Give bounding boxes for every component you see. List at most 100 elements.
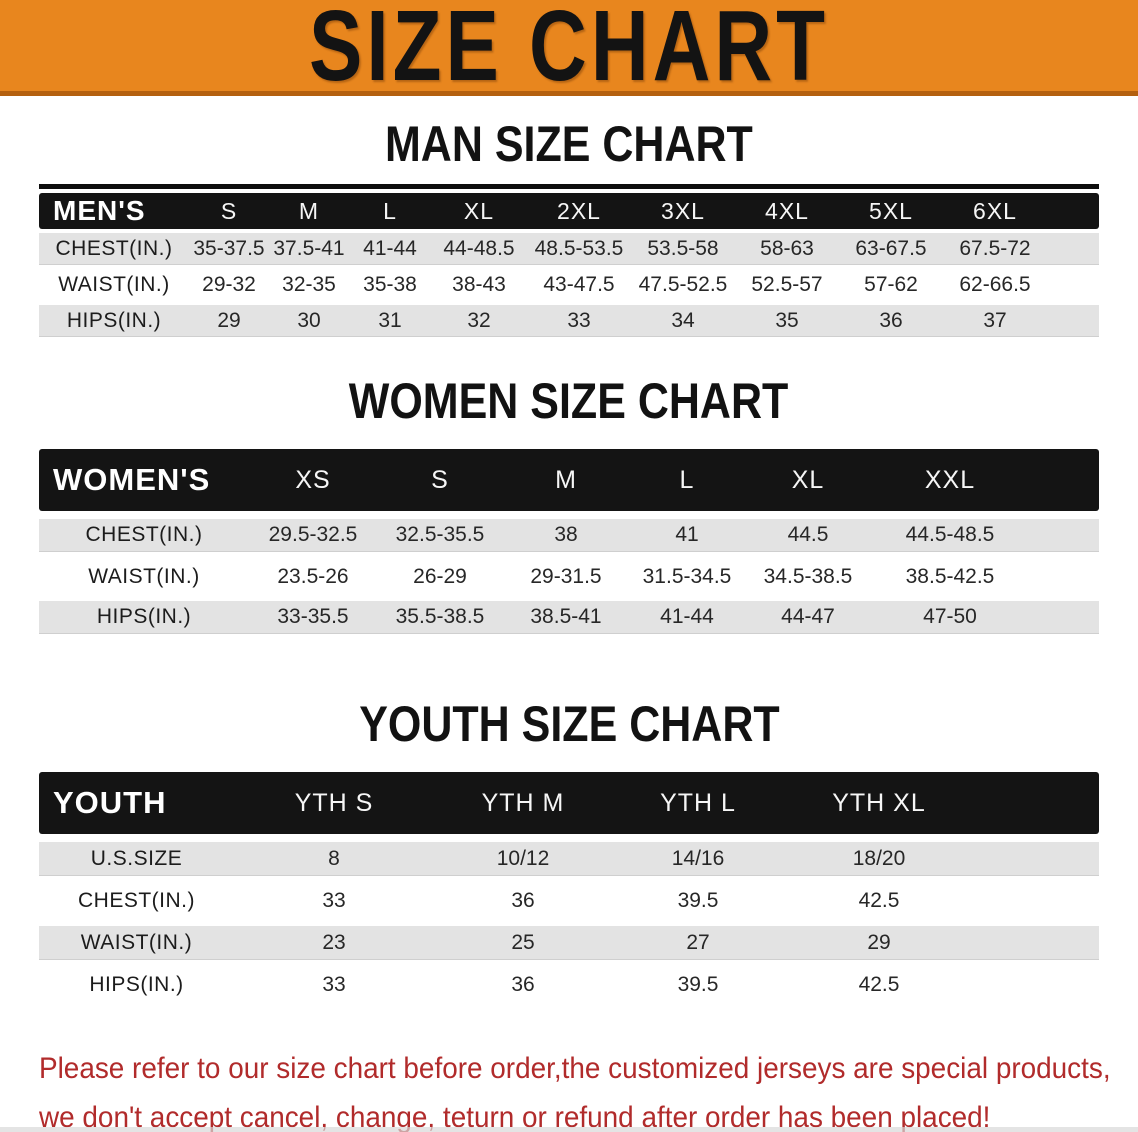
size-value-cell: 44-47 — [745, 601, 871, 634]
women-table-title: WOMEN'S — [39, 449, 249, 511]
spacer-cell — [974, 772, 1099, 834]
size-value-cell: 63-67.5 — [839, 233, 943, 265]
youth-header-row: YOUTH YTH S YTH M YTH L YTH XL — [39, 772, 1099, 834]
row-label: HIPS(IN.) — [39, 305, 189, 337]
youth-section-heading-text: YOUTH SIZE CHART — [358, 696, 780, 752]
spacer-cell — [1029, 601, 1099, 634]
size-header-cell: 4XL — [735, 193, 839, 229]
table-row: WAIST(IN.) 23.5-26 26-29 29-31.5 31.5-34… — [39, 560, 1099, 593]
men-table-wrap: MEN'S S M L XL 2XL 3XL 4XL 5XL 6XL CHEST… — [39, 184, 1099, 341]
size-value-cell: 38-43 — [431, 269, 527, 301]
youth-table-wrap: YOUTH YTH S YTH M YTH L YTH XL U.S.SIZE … — [39, 764, 1099, 1010]
spacer-cell — [974, 884, 1099, 918]
spacer-cell — [1029, 560, 1099, 593]
size-header-cell: S — [377, 449, 503, 511]
size-value-cell: 42.5 — [784, 884, 974, 918]
spacer-cell — [974, 968, 1099, 1002]
size-value-cell: 33 — [234, 884, 434, 918]
size-value-cell: 32-35 — [269, 269, 349, 301]
row-label: CHEST(IN.) — [39, 884, 234, 918]
men-table-top-rule — [39, 184, 1099, 189]
size-value-cell: 44.5 — [745, 519, 871, 552]
men-table-title: MEN'S — [39, 193, 189, 229]
row-label: CHEST(IN.) — [39, 233, 189, 265]
size-value-cell: 52.5-57 — [735, 269, 839, 301]
women-section-heading: WOMEN SIZE CHART — [0, 375, 1138, 427]
youth-section-heading: YOUTH SIZE CHART — [0, 698, 1138, 750]
size-value-cell: 33-35.5 — [249, 601, 377, 634]
size-value-cell: 23.5-26 — [249, 560, 377, 593]
table-row: CHEST(IN.) 29.5-32.5 32.5-35.5 38 41 44.… — [39, 519, 1099, 552]
size-header-cell: YTH M — [434, 772, 612, 834]
size-value-cell: 31 — [349, 305, 431, 337]
men-section-heading: MAN SIZE CHART — [0, 118, 1138, 170]
row-label: CHEST(IN.) — [39, 519, 249, 552]
men-header-row: MEN'S S M L XL 2XL 3XL 4XL 5XL 6XL — [39, 193, 1099, 229]
women-header-row: WOMEN'S XS S M L XL XXL — [39, 449, 1099, 511]
table-row: CHEST(IN.) 33 36 39.5 42.5 — [39, 884, 1099, 918]
spacer-cell — [974, 926, 1099, 960]
size-value-cell: 62-66.5 — [943, 269, 1047, 301]
size-header-cell: XL — [431, 193, 527, 229]
women-section-heading-text: WOMEN SIZE CHART — [349, 373, 789, 429]
size-value-cell: 30 — [269, 305, 349, 337]
table-row: HIPS(IN.) 29 30 31 32 33 34 35 36 37 — [39, 305, 1099, 337]
women-size-table: WOMEN'S XS S M L XL XXL CHEST(IN.) 29.5-… — [39, 441, 1099, 642]
spacer-cell — [1047, 233, 1099, 265]
size-value-cell: 25 — [434, 926, 612, 960]
size-value-cell: 35.5-38.5 — [377, 601, 503, 634]
size-value-cell: 36 — [434, 884, 612, 918]
size-value-cell: 35 — [735, 305, 839, 337]
disclaimer-line: Please refer to our size chart before or… — [39, 1052, 1111, 1085]
size-value-cell: 29.5-32.5 — [249, 519, 377, 552]
banner-title: SIZE CHART — [309, 0, 829, 96]
size-header-cell: 2XL — [527, 193, 631, 229]
size-value-cell: 38.5-41 — [503, 601, 629, 634]
youth-size-table: YOUTH YTH S YTH M YTH L YTH XL U.S.SIZE … — [39, 764, 1099, 1010]
size-header-cell: 3XL — [631, 193, 735, 229]
row-label: U.S.SIZE — [39, 842, 234, 876]
size-value-cell: 32.5-35.5 — [377, 519, 503, 552]
size-value-cell: 14/16 — [612, 842, 784, 876]
spacer-cell — [1047, 193, 1099, 229]
table-row: WAIST(IN.) 29-32 32-35 35-38 38-43 43-47… — [39, 269, 1099, 301]
size-value-cell: 33 — [234, 968, 434, 1002]
size-header-cell: S — [189, 193, 269, 229]
size-header-cell: YTH XL — [784, 772, 974, 834]
size-header-cell: XS — [249, 449, 377, 511]
table-row: CHEST(IN.) 35-37.5 37.5-41 41-44 44-48.5… — [39, 233, 1099, 265]
spacer-cell — [1047, 269, 1099, 301]
table-row: U.S.SIZE 8 10/12 14/16 18/20 — [39, 842, 1099, 876]
size-value-cell: 29 — [189, 305, 269, 337]
spacer-cell — [1029, 449, 1099, 511]
size-header-cell: L — [629, 449, 745, 511]
banner: SIZE CHART — [0, 0, 1138, 96]
size-header-cell: XL — [745, 449, 871, 511]
row-label: HIPS(IN.) — [39, 968, 234, 1002]
size-header-cell: M — [503, 449, 629, 511]
size-value-cell: 26-29 — [377, 560, 503, 593]
row-label: WAIST(IN.) — [39, 926, 234, 960]
size-value-cell: 41 — [629, 519, 745, 552]
size-header-cell: 6XL — [943, 193, 1047, 229]
disclaimer: Please refer to our size chart before or… — [39, 1044, 1138, 1132]
spacer-cell — [1047, 305, 1099, 337]
size-value-cell: 44.5-48.5 — [871, 519, 1029, 552]
youth-table-title: YOUTH — [39, 772, 234, 834]
size-value-cell: 31.5-34.5 — [629, 560, 745, 593]
size-value-cell: 53.5-58 — [631, 233, 735, 265]
size-value-cell: 38.5-42.5 — [871, 560, 1029, 593]
table-row: WAIST(IN.) 23 25 27 29 — [39, 926, 1099, 960]
size-header-cell: YTH S — [234, 772, 434, 834]
row-label: WAIST(IN.) — [39, 560, 249, 593]
table-row: HIPS(IN.) 33 36 39.5 42.5 — [39, 968, 1099, 1002]
size-value-cell: 34 — [631, 305, 735, 337]
size-value-cell: 29 — [784, 926, 974, 960]
size-value-cell: 39.5 — [612, 968, 784, 1002]
size-value-cell: 23 — [234, 926, 434, 960]
row-label: WAIST(IN.) — [39, 269, 189, 301]
size-value-cell: 39.5 — [612, 884, 784, 918]
size-value-cell: 34.5-38.5 — [745, 560, 871, 593]
size-header-cell: 5XL — [839, 193, 943, 229]
